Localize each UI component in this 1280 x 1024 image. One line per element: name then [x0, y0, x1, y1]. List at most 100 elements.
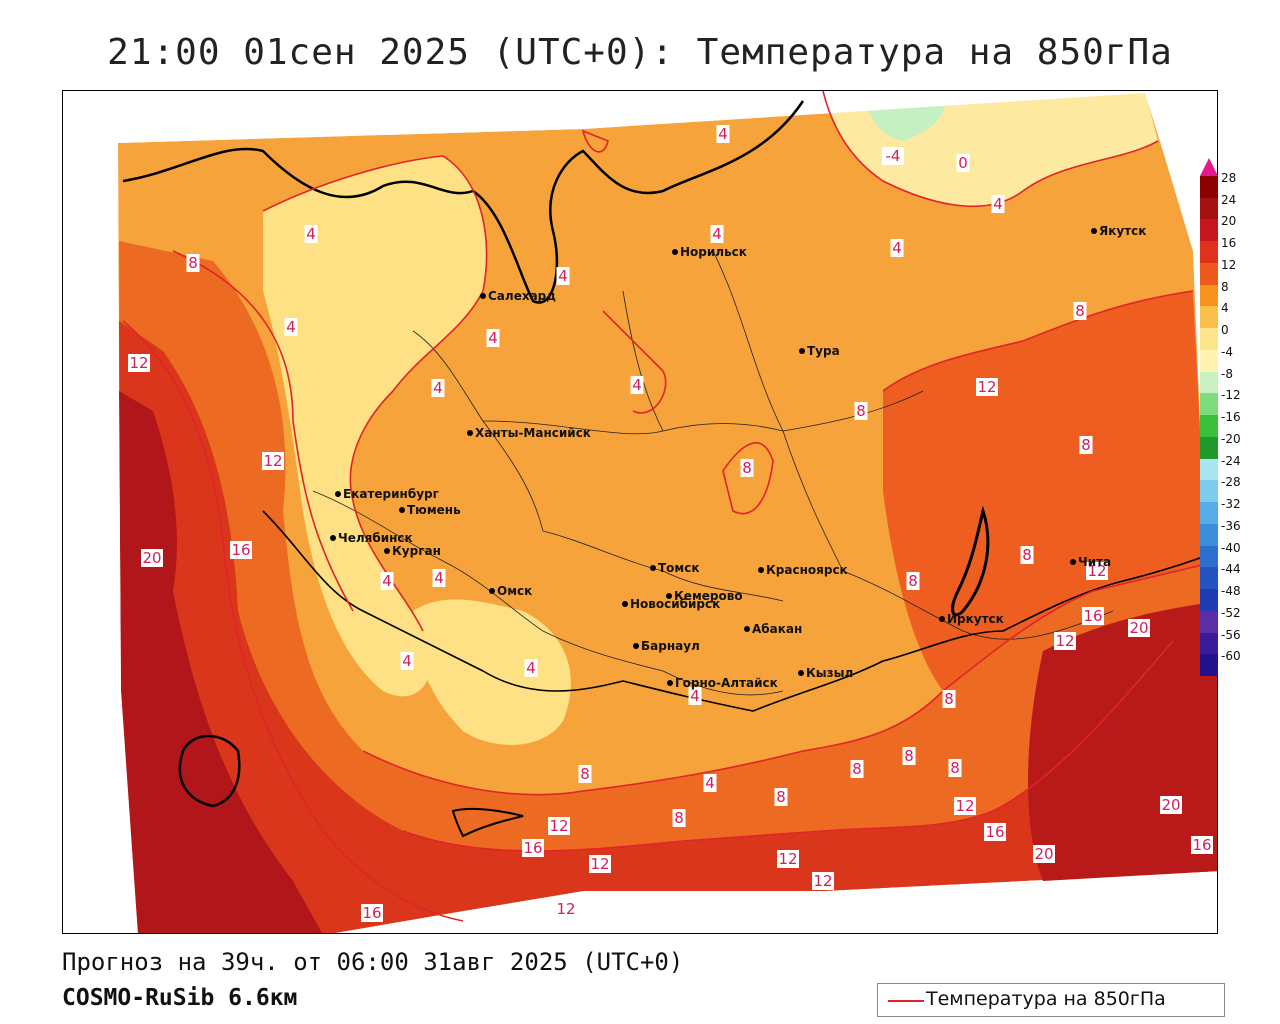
colorbar-tick-label: 20 [1221, 214, 1237, 229]
city-dot-icon[interactable] [758, 567, 764, 573]
isoline-label-bg [1160, 796, 1182, 814]
isoline-label: 8 [1081, 436, 1091, 454]
isoline-label-bg [1033, 845, 1055, 863]
isoline-label: 4 [558, 267, 568, 285]
isoline-label: 12 [590, 855, 609, 873]
city-dot-icon[interactable] [633, 643, 639, 649]
city-dot-icon[interactable] [798, 670, 804, 676]
isoline-label: 16 [985, 823, 1004, 841]
isoline-label-bg [906, 572, 920, 590]
colorbar-segment [1200, 393, 1218, 416]
city-label: Курган [392, 544, 441, 558]
isoline-label: 4 [488, 329, 498, 347]
city-dot-icon[interactable] [672, 249, 678, 255]
isoline-labels: 4 -4 0 4 4 4 4 8 4 4 4 8 12 4 4 12 8 8 8 12 16 20 8 12 4 4 8 16 20 12… [128, 125, 1213, 922]
isoline-label: 4 [712, 225, 722, 243]
colorbar-segment [1200, 436, 1218, 460]
isoline-label: 8 [1022, 546, 1032, 564]
colorbar-segment [1200, 328, 1218, 351]
isoline-label-bg [522, 839, 544, 857]
colorbar-tick-label: -4 [1221, 344, 1233, 359]
city-dot-icon[interactable] [799, 348, 805, 354]
city-dot-icon[interactable] [1091, 228, 1097, 234]
isoline-label-bg [486, 329, 500, 347]
isoline-label-bg [556, 267, 570, 285]
colorbar-segment [1200, 262, 1218, 286]
city-dot-icon[interactable] [330, 535, 336, 541]
isoline-label-bg [262, 452, 284, 470]
isoline-label-bg [703, 774, 717, 792]
isoline-label: 4 [632, 376, 642, 394]
isoline-label: 8 [904, 747, 914, 765]
temperature-map[interactable]: 4 -4 0 4 4 4 4 8 4 4 4 8 12 4 4 12 8 8 8 12 16 20 8 12 4 4 8 16 20 12… [62, 90, 1218, 934]
isoline-label: 8 [908, 572, 918, 590]
colorbar-tick-label: 28 [1221, 171, 1237, 185]
colorbar-segment [1200, 176, 1218, 199]
city-dot-icon[interactable] [335, 491, 341, 497]
isoline-label-bg [890, 239, 904, 257]
city-dot-icon[interactable] [650, 565, 656, 571]
isoline-label-bg [431, 379, 445, 397]
colorbar-tick-label: -8 [1221, 366, 1233, 381]
city-dot-icon[interactable] [666, 593, 672, 599]
colorbar-tick-label: -40 [1221, 540, 1241, 555]
colorbar-segment [1200, 654, 1218, 677]
isoline-label-bg [882, 147, 904, 165]
city-dot-icon[interactable] [622, 601, 628, 607]
very-hot-west [119, 391, 322, 933]
colorbar-segment [1200, 241, 1218, 264]
chart-title: 21:00 01сен 2025 (UTC+0): Температура на… [107, 32, 1173, 73]
isoline-label-bg [548, 817, 570, 835]
map-svg: 4 -4 0 4 4 4 4 8 4 4 4 8 12 4 4 12 8 8 8 12 16 20 8 12 4 4 8 16 20 12… [63, 91, 1217, 933]
isoline-label-bg [902, 747, 916, 765]
city-dot-icon[interactable] [1070, 559, 1076, 565]
isoline-label-bg [716, 125, 730, 143]
isoline-label: 8 [674, 809, 684, 827]
arctic-coastline [122, 100, 805, 304]
isoline-label-bg [1191, 836, 1213, 854]
colorbar-segment [1200, 371, 1218, 394]
isoline-label: 4 [690, 687, 700, 705]
isoline-label: 4 [433, 379, 443, 397]
isoline-label-bg [688, 687, 702, 705]
balkhash-lake [451, 807, 524, 838]
city-label: Норильск [680, 245, 747, 259]
city-dot-icon[interactable] [744, 626, 750, 632]
city-dot-icon[interactable] [667, 680, 673, 686]
isoline-label: 4 [718, 125, 728, 143]
isoline-label-bg [304, 225, 318, 243]
isoline-label-bg [186, 254, 200, 272]
isoline-label: 12 [1055, 632, 1074, 650]
city-label: Горно-Алтайск [675, 676, 778, 690]
isoline-label-bg [777, 850, 799, 868]
temperature-contours [122, 91, 1217, 922]
isoline-label-bg [630, 376, 644, 394]
isoline-label-bg [361, 904, 383, 922]
city-label: Красноярск [766, 563, 848, 577]
city-dot-icon[interactable] [489, 588, 495, 594]
isoline-label: 4 [286, 318, 296, 336]
colorbar-tick-label: -20 [1221, 431, 1241, 446]
isoline-label-bg [850, 760, 864, 778]
city-dot-icon[interactable] [480, 293, 486, 299]
isoline-label: 20 [1034, 845, 1053, 863]
colorbar-tick-label: 8 [1221, 279, 1229, 294]
city-dot-icon[interactable] [467, 430, 473, 436]
city-dot-icon[interactable] [399, 507, 405, 513]
colorbar-tick-label: -48 [1221, 584, 1241, 599]
isoline-label-bg [976, 378, 998, 396]
isoline-label-bg [589, 855, 611, 873]
city-label: Якутск [1099, 224, 1146, 238]
isoline-label: 12 [549, 817, 568, 835]
cool-region-west [263, 156, 487, 697]
colorbar-tick-label: 12 [1221, 257, 1237, 272]
city-dot-icon[interactable] [384, 548, 390, 554]
isoline-label-bg [954, 797, 976, 815]
city-dot-icon[interactable] [939, 616, 945, 622]
isoline-label: 4 [892, 239, 902, 257]
colorbar-segment [1200, 284, 1218, 307]
colorbar-segment [1200, 632, 1218, 655]
city-label: Барнаул [641, 639, 700, 653]
isoline-label: 4 [526, 659, 536, 677]
city-label: Салехард [488, 289, 556, 303]
